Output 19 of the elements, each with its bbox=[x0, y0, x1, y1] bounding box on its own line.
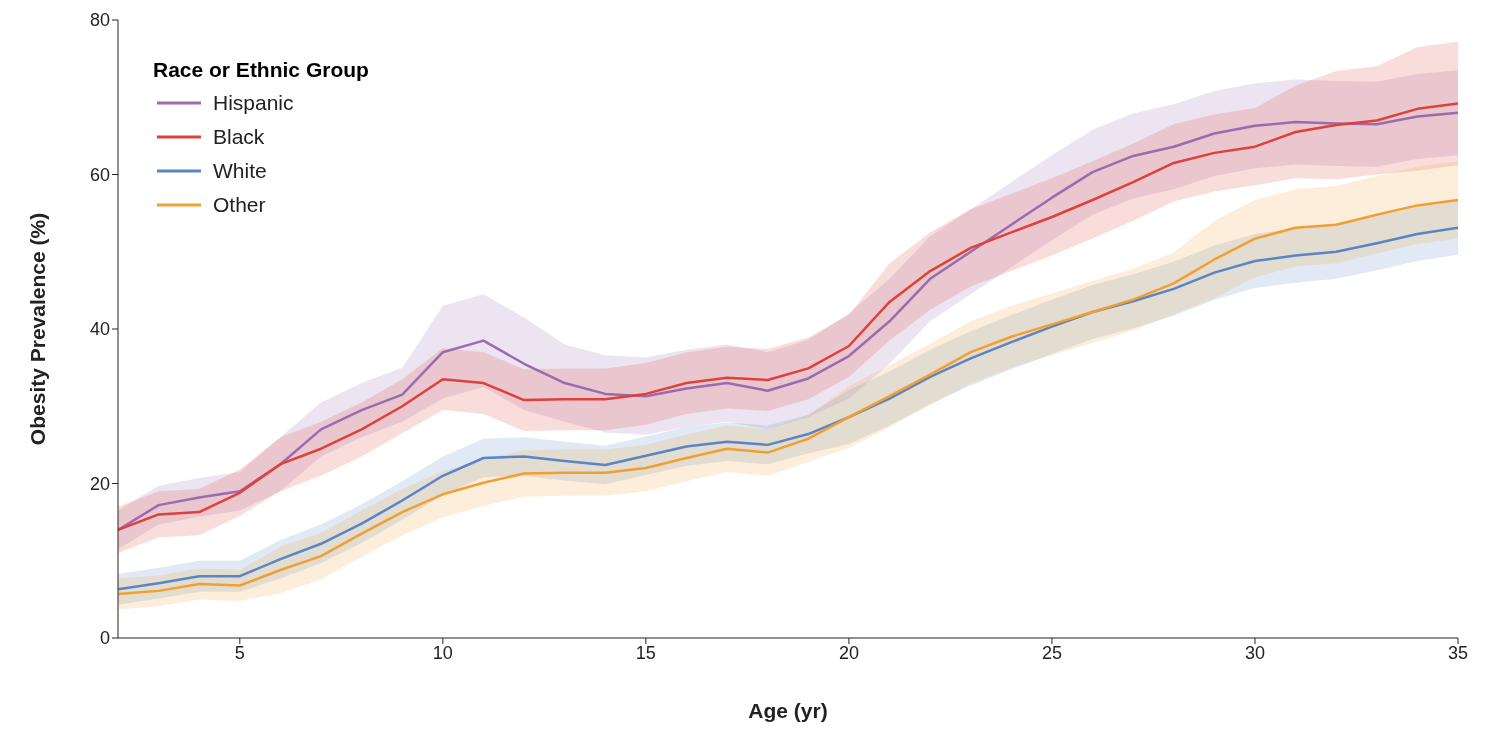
y-axis-title: Obesity Prevalence (%) bbox=[26, 212, 50, 446]
x-tick-label: 30 bbox=[1244, 642, 1265, 663]
y-tick-label: 60 bbox=[89, 164, 110, 185]
x-tick-label: 25 bbox=[1041, 642, 1062, 663]
x-axis-title: Age (yr) bbox=[748, 699, 828, 722]
legend-label: Other bbox=[213, 193, 266, 217]
legend-label: Hispanic bbox=[213, 91, 294, 115]
legend-label: White bbox=[213, 159, 267, 183]
x-tick-label: 20 bbox=[838, 642, 859, 663]
y-tick-label: 20 bbox=[89, 473, 110, 494]
y-tick-label: 40 bbox=[89, 319, 110, 340]
x-tick-label: 35 bbox=[1447, 642, 1469, 663]
legend-label: Black bbox=[213, 125, 265, 149]
x-tick-label: 10 bbox=[432, 642, 453, 663]
x-tick-label: 15 bbox=[635, 642, 656, 663]
legend-title: Race or Ethnic Group bbox=[153, 58, 369, 82]
x-tick-label: 5 bbox=[234, 642, 245, 663]
y-tick-label: 80 bbox=[89, 10, 110, 31]
y-tick-label: 0 bbox=[99, 628, 110, 649]
